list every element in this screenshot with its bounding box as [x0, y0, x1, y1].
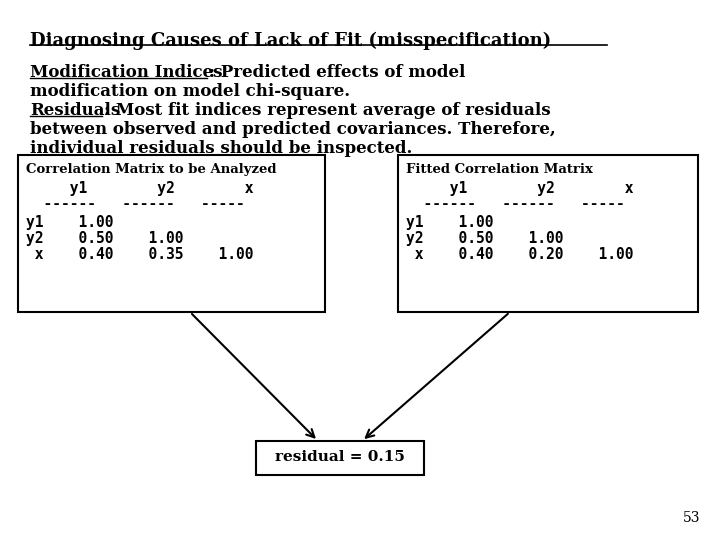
Text: ------   ------   -----: ------ ------ ----- [406, 196, 625, 211]
Text: y1    1.00: y1 1.00 [406, 215, 493, 230]
Text: Fitted Correlation Matrix: Fitted Correlation Matrix [406, 163, 593, 176]
Text: Diagnosing Causes of Lack of Fit (misspecification): Diagnosing Causes of Lack of Fit (misspe… [30, 32, 552, 50]
Text: y1        y2        x: y1 y2 x [26, 181, 253, 196]
Text: ------   ------   -----: ------ ------ ----- [26, 196, 245, 211]
Text: y2    0.50    1.00: y2 0.50 1.00 [406, 231, 564, 246]
Text: modification on model chi-square.: modification on model chi-square. [30, 83, 350, 100]
Text: : Predicted effects of model: : Predicted effects of model [209, 64, 465, 81]
Text: between observed and predicted covariances. Therefore,: between observed and predicted covarianc… [30, 121, 556, 138]
Text: y2    0.50    1.00: y2 0.50 1.00 [26, 231, 184, 246]
Text: y1    1.00: y1 1.00 [26, 215, 114, 230]
FancyBboxPatch shape [256, 441, 424, 475]
Text: Modification Indices: Modification Indices [30, 64, 222, 81]
Text: Residuals: Residuals [30, 102, 120, 119]
Text: : Most fit indices represent average of residuals: : Most fit indices represent average of … [104, 102, 551, 119]
Text: x    0.40    0.20    1.00: x 0.40 0.20 1.00 [406, 247, 634, 262]
Text: 53: 53 [683, 511, 700, 525]
Text: Correlation Matrix to be Analyzed: Correlation Matrix to be Analyzed [26, 163, 276, 176]
Text: individual residuals should be inspected.: individual residuals should be inspected… [30, 140, 413, 157]
Text: residual = 0.15: residual = 0.15 [275, 450, 405, 464]
FancyBboxPatch shape [18, 155, 325, 312]
FancyBboxPatch shape [398, 155, 698, 312]
Text: x    0.40    0.35    1.00: x 0.40 0.35 1.00 [26, 247, 253, 262]
Text: y1        y2        x: y1 y2 x [406, 181, 634, 196]
